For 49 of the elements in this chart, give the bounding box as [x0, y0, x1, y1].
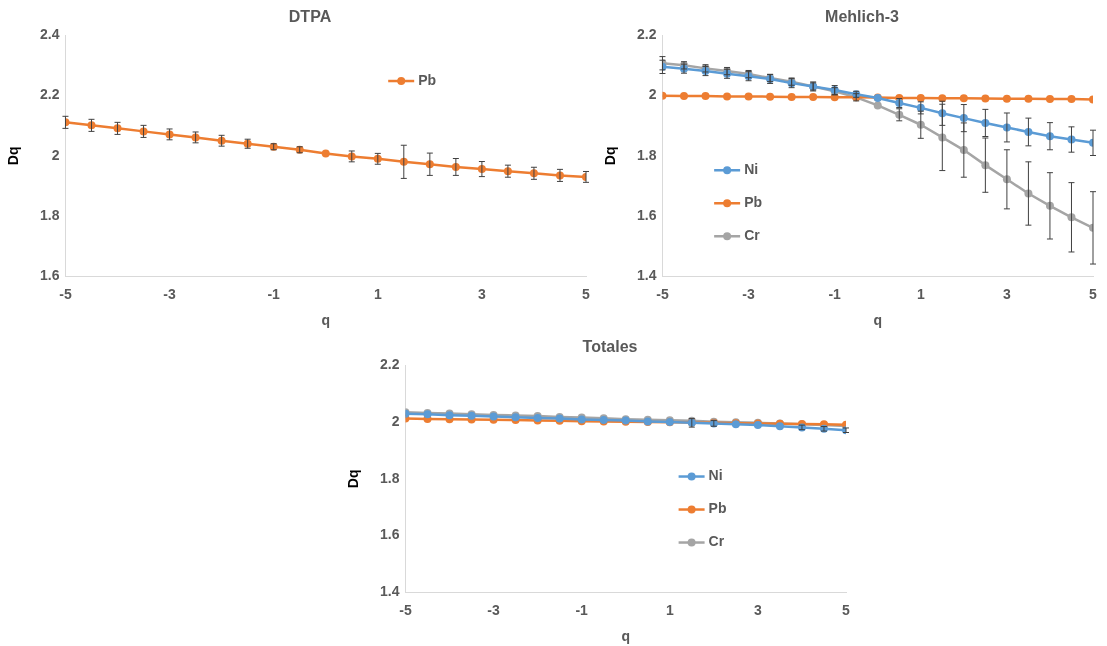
- x-tick-label: 5: [582, 285, 591, 302]
- y-tick-label: 1.8: [379, 469, 400, 486]
- x-tick-label: -5: [399, 601, 412, 618]
- y-tick-label: 2: [391, 412, 400, 429]
- y-tick-label: 2.2: [39, 86, 60, 103]
- x-tick-label: -1: [828, 285, 842, 302]
- y-tick-label: 2.2: [379, 356, 400, 373]
- chart-title: Totales: [582, 338, 638, 356]
- legend-label: Pb: [418, 71, 437, 88]
- chart-title: Mehlich-3: [825, 8, 899, 26]
- y-axis-title: Dq: [344, 469, 361, 489]
- x-tick-label: 3: [753, 601, 762, 618]
- x-tick-label: 5: [842, 601, 851, 618]
- y-tick-label: 1.6: [379, 526, 400, 543]
- x-tick-label: 1: [665, 601, 674, 618]
- y-tick-label: 1.6: [636, 206, 657, 223]
- x-tick-label: 3: [477, 285, 486, 302]
- x-axis-title: q: [321, 312, 331, 329]
- legend-label: Pb: [708, 500, 727, 517]
- y-tick-label: 1.6: [39, 267, 60, 284]
- y-axis-title: Dq: [4, 146, 21, 166]
- y-tick-label: 2: [648, 86, 657, 103]
- y-tick-label: 1.8: [636, 146, 657, 163]
- legend-label: Pb: [744, 194, 763, 211]
- x-tick-label: -1: [575, 601, 589, 618]
- x-tick-label: -3: [163, 285, 177, 302]
- legend-label: Ni: [744, 161, 759, 178]
- y-tick-label: 2: [51, 146, 60, 163]
- y-tick-label: 1.4: [379, 583, 400, 600]
- x-tick-label: -3: [487, 601, 501, 618]
- legend-label: Cr: [744, 227, 761, 244]
- x-tick-label: 3: [1002, 285, 1011, 302]
- x-tick-label: 1: [916, 285, 925, 302]
- x-tick-label: -3: [742, 285, 756, 302]
- y-tick-label: 2.2: [636, 26, 657, 43]
- legend-label: Ni: [708, 467, 723, 484]
- x-axis-title: q: [621, 628, 631, 645]
- legend-label: Cr: [708, 533, 725, 550]
- x-tick-label: -1: [267, 285, 281, 302]
- x-axis-title: q: [873, 312, 883, 329]
- y-tick-label: 2.4: [39, 26, 60, 43]
- x-tick-label: -5: [59, 285, 72, 302]
- y-tick-label: 1.4: [636, 267, 657, 284]
- x-tick-label: -5: [656, 285, 669, 302]
- x-tick-label: 1: [373, 285, 382, 302]
- y-axis-title: Dq: [601, 146, 618, 166]
- y-tick-label: 1.8: [39, 206, 60, 223]
- x-tick-label: 5: [1089, 285, 1098, 302]
- chart-title: DTPA: [288, 8, 332, 26]
